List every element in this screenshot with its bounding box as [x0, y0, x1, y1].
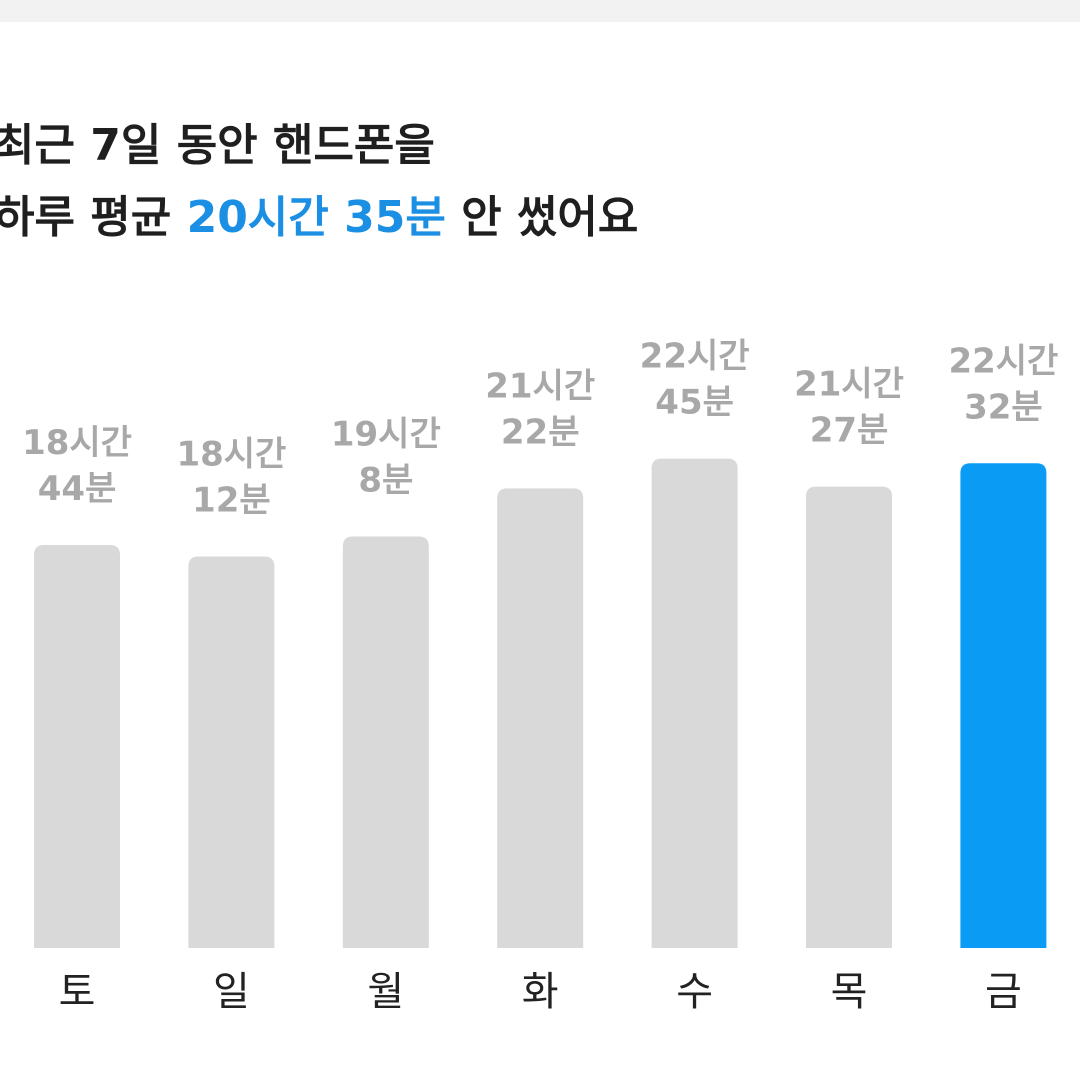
- bar: [497, 488, 584, 948]
- value-label: 22시간 45분: [640, 337, 750, 423]
- x-tick-label: 토: [59, 969, 96, 1015]
- value-label-minutes: 45분: [655, 383, 734, 423]
- title-prefix: 하루 평균: [0, 192, 171, 243]
- title-line1: 최근 7일 동안 핸드폰을: [0, 120, 435, 171]
- bar: [960, 463, 1047, 948]
- x-tick-label: 화: [522, 969, 559, 1015]
- value-label-minutes: 32분: [964, 387, 1043, 427]
- value-label: 18시간 12분: [176, 435, 286, 521]
- value-label-minutes: 8분: [358, 460, 413, 500]
- value-label-hours: 22시간: [640, 337, 750, 377]
- value-label-hours: 19시간: [331, 414, 441, 454]
- value-label-hours: 22시간: [948, 341, 1058, 381]
- bar: [342, 536, 429, 948]
- value-label: 18시간 44분: [22, 423, 132, 509]
- bar: [806, 486, 892, 948]
- x-tick-label: 일: [213, 969, 250, 1015]
- value-label: 21시간 22분: [485, 366, 595, 452]
- bar: [34, 545, 120, 948]
- x-tick-label: 수: [676, 969, 713, 1015]
- top-bar: [0, 0, 1080, 22]
- value-label-minutes: 44분: [38, 469, 117, 509]
- value-label-minutes: 12분: [192, 481, 271, 521]
- value-label-minutes: 22분: [501, 412, 580, 452]
- title-suffix: 안 썼어요: [461, 192, 638, 243]
- value-label: 19시간 8분: [331, 414, 441, 500]
- title-line2: 하루 평균 20시간 35분 안 썼어요: [0, 192, 638, 243]
- value-label-hours: 18시간: [22, 423, 132, 463]
- value-label-hours: 21시간: [485, 366, 595, 406]
- x-tick-label: 목: [831, 969, 868, 1015]
- bar: [651, 458, 738, 948]
- value-label: 22시간 32분: [948, 341, 1058, 427]
- bar: [188, 556, 275, 948]
- value-label-hours: 18시간: [176, 435, 286, 475]
- x-tick-label: 금: [985, 969, 1022, 1015]
- value-label-minutes: 27분: [810, 411, 889, 451]
- value-label-hours: 21시간: [794, 365, 904, 405]
- x-tick-label: 월: [367, 969, 404, 1015]
- title-highlight: 20시간 35분: [187, 192, 446, 243]
- value-label: 21시간 27분: [794, 365, 904, 451]
